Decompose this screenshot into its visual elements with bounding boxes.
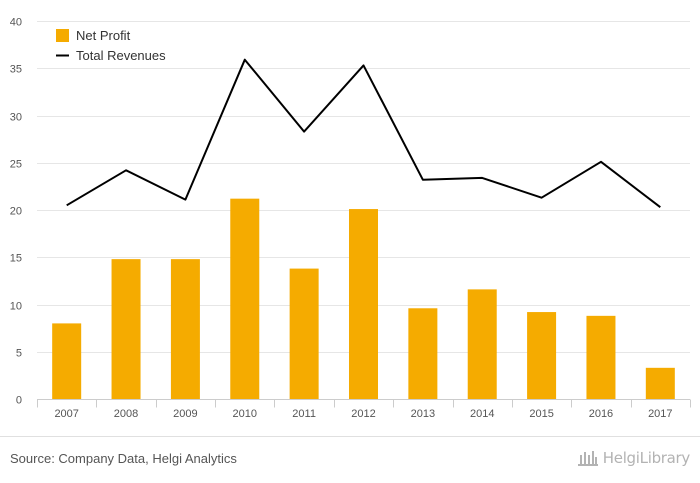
y-tick-label: 0 xyxy=(16,395,22,407)
bar-net-profit-2010 xyxy=(230,198,260,399)
bar-net-profit-2012 xyxy=(349,209,378,399)
y-tick-label: 5 xyxy=(16,348,22,360)
legend-label-total-revenues: Total Revenues xyxy=(76,48,166,63)
x-tick-label: 2008 xyxy=(114,408,138,420)
footer-divider xyxy=(0,436,700,437)
helgi-library-logo[interactable]: HelgiLibrary xyxy=(577,449,690,467)
source-note: Source: Company Data, Helgi Analytics xyxy=(10,451,237,466)
legend-label-net-profit: Net Profit xyxy=(76,28,131,43)
x-tick-label: 2007 xyxy=(54,408,78,420)
x-tick-label: 2009 xyxy=(173,408,197,420)
total-revenues-line xyxy=(66,58,661,208)
x-tick-label: 2012 xyxy=(351,408,375,420)
bar-net-profit-2009 xyxy=(170,259,200,399)
chart-canvas: 0 5 10 15 20 25 30 35 40 2007 2008 2009 2010 2011 201… xyxy=(10,17,691,420)
x-tick-label: 2010 xyxy=(233,408,257,420)
bar-net-profit-2011 xyxy=(289,268,319,399)
bar-net-profit-2017 xyxy=(645,367,675,399)
y-tick-label: 30 xyxy=(10,112,22,124)
bar-net-profit-2008 xyxy=(111,259,141,399)
bar-net-profit-2015 xyxy=(527,312,557,399)
y-tick-label: 35 xyxy=(10,64,22,76)
x-tick-label: 2016 xyxy=(589,408,613,420)
bar-net-profit-2007 xyxy=(52,323,82,399)
brand-name: HelgiLibrary xyxy=(602,449,691,467)
library-building-icon xyxy=(577,451,598,466)
y-tick-label: 15 xyxy=(10,253,22,265)
x-axis: 2007 2008 2009 2010 2011 2012 2013 2014 2015 2016… xyxy=(37,399,691,420)
x-tick-label: 2011 xyxy=(292,408,316,420)
bar-net-profit-2016 xyxy=(586,315,616,399)
x-tick-label: 2017 xyxy=(648,408,672,420)
x-tick-label: 2014 xyxy=(470,408,494,420)
y-tick-label: 40 xyxy=(10,17,22,29)
x-tick-label: 2013 xyxy=(411,408,435,420)
net-profit-bars xyxy=(52,198,675,399)
legend-swatch-net-profit xyxy=(56,29,69,42)
y-tick-label: 10 xyxy=(10,301,22,313)
y-tick-label: 25 xyxy=(10,159,22,171)
bar-net-profit-2014 xyxy=(467,289,497,399)
y-axis: 0 5 10 15 20 25 30 35 40 xyxy=(10,17,22,407)
x-tick-label: 2015 xyxy=(529,408,553,420)
bar-net-profit-2013 xyxy=(408,308,438,399)
legend: Net Profit Total Revenues xyxy=(56,28,166,63)
y-tick-label: 20 xyxy=(10,206,22,218)
